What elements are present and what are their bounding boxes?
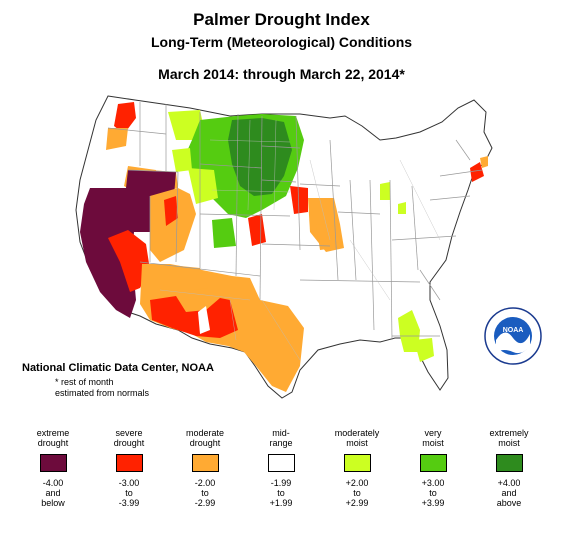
legend-range: +4.00 xyxy=(497,478,521,488)
legend-label: very xyxy=(424,428,442,438)
legend-label: severe xyxy=(115,428,143,438)
legend-range: +1.99 xyxy=(269,498,293,508)
legend-swatch xyxy=(267,454,295,472)
legend-item-extremely-moist: extremely moist +4.00 and above xyxy=(474,424,544,508)
legend-label: moderate xyxy=(185,428,225,438)
extremely-moist-plains xyxy=(228,118,292,196)
legend-range: below xyxy=(41,498,65,508)
noaa-logo: NOAA xyxy=(484,307,542,365)
state-borders xyxy=(107,102,483,341)
legend-range: and xyxy=(501,488,517,498)
map-title: Palmer Drought Index xyxy=(193,10,370,29)
legend-label: extreme xyxy=(36,428,70,438)
legend-label: range xyxy=(269,438,293,448)
legend-range: to xyxy=(201,488,209,498)
legend-item-extreme-drought: extreme drought -4.00 and below xyxy=(18,424,88,508)
legend: extreme drought -4.00 and below severe dro… xyxy=(18,424,548,534)
legend-item-moderate-drought: moderate drought -2.00 to -2.99 xyxy=(170,424,240,508)
legend-range: -1.99 xyxy=(270,478,292,488)
legend-label: moist xyxy=(498,438,520,448)
legend-range: +3.00 xyxy=(421,478,445,488)
legend-label: drought xyxy=(37,438,69,448)
legend-item-mid-range: mid-range -1.99 to +1.99 xyxy=(246,424,316,508)
legend-range: above xyxy=(496,498,522,508)
legend-label: moderately xyxy=(334,428,380,438)
drought-map: NOAA xyxy=(75,95,542,399)
noaa-logo-text: NOAA xyxy=(503,327,524,334)
legend-swatch xyxy=(495,454,523,472)
legend-range: -3.00 xyxy=(118,478,140,488)
legend-range: to xyxy=(277,488,285,498)
legend-label: moist xyxy=(422,438,444,448)
legend-label: mid- xyxy=(272,428,290,438)
legend-range: to xyxy=(125,488,133,498)
legend-range: -2.99 xyxy=(194,498,216,508)
note-line-1: * rest of month xyxy=(55,377,114,387)
legend-swatch xyxy=(39,454,67,472)
legend-item-moderately-moist: moderately moist +2.00 to +2.99 xyxy=(322,424,392,508)
legend-range: -2.00 xyxy=(194,478,216,488)
legend-swatch xyxy=(343,454,371,472)
credit-text: National Climatic Data Center, NOAA xyxy=(22,362,214,374)
legend-label: moist xyxy=(346,438,368,448)
note-text: * rest of month estimated from normals xyxy=(55,377,149,399)
legend-range: +2.99 xyxy=(345,498,369,508)
legend-range: to xyxy=(429,488,437,498)
legend-range: to xyxy=(353,488,361,498)
legend-swatch xyxy=(115,454,143,472)
legend-swatch xyxy=(191,454,219,472)
legend-range: and xyxy=(45,488,61,498)
severe-drought-southwest xyxy=(150,296,238,338)
legend-range: -4.00 xyxy=(42,478,64,488)
map-subtitle: Long-Term (Meteorological) Conditions xyxy=(150,34,413,50)
legend-item-severe-drought: severe drought -3.00 to -3.99 xyxy=(94,424,164,508)
note-line-2: estimated from normals xyxy=(55,388,150,398)
legend-label: drought xyxy=(113,438,145,448)
legend-label: extremely xyxy=(489,428,529,438)
legend-range: +2.00 xyxy=(345,478,369,488)
legend-item-very-moist: very moist +3.00 to +3.99 xyxy=(398,424,468,508)
legend-swatch xyxy=(419,454,447,472)
legend-range: -3.99 xyxy=(118,498,140,508)
legend-label: drought xyxy=(189,438,221,448)
legend-range: +3.99 xyxy=(421,498,445,508)
map-period: March 2014: through March 22, 2014* xyxy=(158,66,405,82)
